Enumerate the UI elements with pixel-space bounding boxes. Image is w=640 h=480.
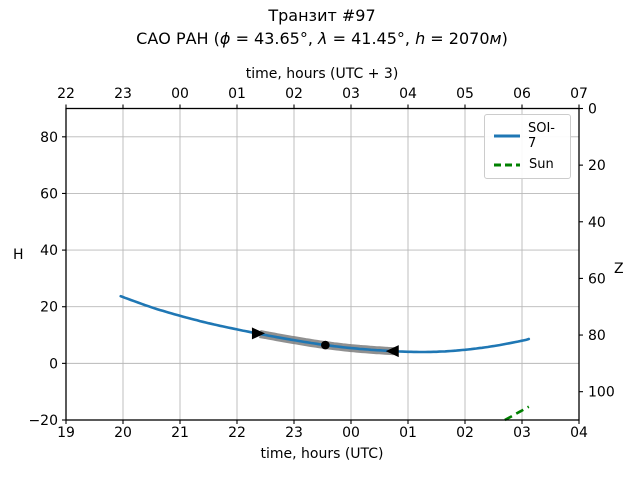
y-tick-label-left-−20: −20 <box>28 413 58 429</box>
y-tick-label-right-80: 80 <box>588 328 606 344</box>
y-tick-label-right-60: 60 <box>588 271 606 287</box>
x-tick-label-top-22: 22 <box>57 86 75 102</box>
legend-entry-soi-7: SOI-7 <box>493 121 562 151</box>
x-tick-label-bottom-02: 02 <box>456 425 474 441</box>
x-tick-label-top-06: 06 <box>513 86 531 102</box>
x-tick-label-top-03: 03 <box>342 86 360 102</box>
legend-entry-sun: Sun <box>493 157 562 172</box>
subtitle-part: = 41.45°, <box>327 29 416 48</box>
legend: SOI-7 Sun <box>484 114 571 179</box>
right-axis-label: Z <box>614 261 624 277</box>
y-tick-label-left-0: 0 <box>49 356 58 372</box>
x-tick-label-top-01: 01 <box>228 86 246 102</box>
sun-curve <box>504 405 530 422</box>
legend-label: Sun <box>529 157 554 172</box>
y-tick-label-left-20: 20 <box>40 300 58 316</box>
subtitle-part: ϕ <box>219 29 231 48</box>
x-tick-label-bottom-04: 04 <box>570 425 588 441</box>
x-tick-label-bottom-03: 03 <box>513 425 531 441</box>
legend-label: SOI-7 <box>527 121 555 151</box>
y-tick-label-right-100: 100 <box>588 385 615 401</box>
x-tick-label-bottom-22: 22 <box>228 425 246 441</box>
x-tick-label-bottom-19: 19 <box>57 425 75 441</box>
x-tick-label-top-02: 02 <box>285 86 303 102</box>
subtitle-part: м <box>489 29 502 48</box>
transit-start-marker <box>251 327 265 340</box>
x-tick-label-top-00: 00 <box>171 86 189 102</box>
x-tick-label-top-05: 05 <box>456 86 474 102</box>
y-tick-label-left-60: 60 <box>40 186 58 202</box>
subtitle-part: ) <box>501 29 508 48</box>
subtitle-part: = 43.65°, <box>230 29 319 48</box>
y-tick-label-left-40: 40 <box>40 243 58 259</box>
culmination-marker <box>321 340 330 350</box>
bottom-axis-label: time, hours (UTC) <box>260 446 384 462</box>
x-tick-label-top-07: 07 <box>570 86 588 102</box>
chart-title: Транзит #97 <box>268 6 376 25</box>
axes-frame <box>65 107 580 421</box>
left-axis-label: H <box>13 247 24 263</box>
chart-subtitle: САО РАН (ϕ = 43.65°, λ = 41.45°, h = 207… <box>136 29 508 48</box>
subtitle-part: λ <box>318 29 328 48</box>
y-tick-label-right-0: 0 <box>588 102 597 118</box>
x-tick-label-bottom-01: 01 <box>399 425 417 441</box>
legend-line-sample-dashed <box>494 163 520 166</box>
subtitle-part: САО РАН ( <box>136 29 220 48</box>
x-tick-label-top-23: 23 <box>114 86 132 102</box>
y-tick-label-left-80: 80 <box>40 130 58 146</box>
transit-end-marker <box>385 345 399 358</box>
subtitle-part: h <box>415 29 426 48</box>
x-tick-label-bottom-23: 23 <box>285 425 303 441</box>
x-tick-label-bottom-00: 00 <box>342 425 360 441</box>
soi7-curve <box>119 294 531 354</box>
x-tick-label-bottom-20: 20 <box>114 425 132 441</box>
top-axis-label: time, hours (UTC + 3) <box>245 66 399 82</box>
y-tick-label-right-40: 40 <box>588 215 606 231</box>
y-tick-label-right-20: 20 <box>588 158 606 174</box>
x-tick-label-bottom-21: 21 <box>171 425 189 441</box>
subtitle-part: = 2070 <box>425 29 490 48</box>
x-tick-label-top-04: 04 <box>399 86 417 102</box>
legend-line-sample-solid <box>494 134 520 138</box>
